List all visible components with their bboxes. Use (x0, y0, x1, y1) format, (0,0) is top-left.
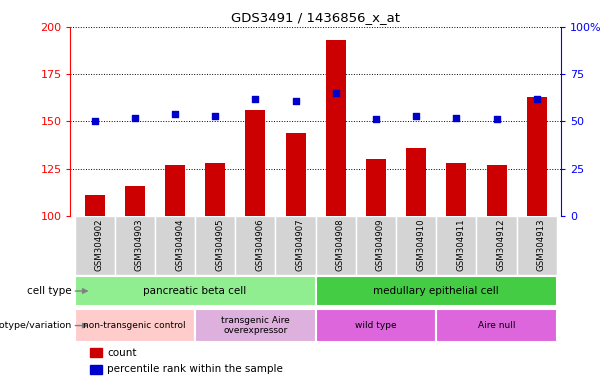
Bar (436, 216, 476, 275)
Point (452, 114, 462, 121)
Text: medullary epithelial cell: medullary epithelial cell (373, 286, 499, 296)
Bar (527, 97, 547, 216)
Text: GSM304903: GSM304903 (135, 219, 144, 271)
Point (532, 96, 542, 102)
Bar (326, 40, 346, 216)
Bar (125, 185, 145, 216)
Bar (286, 132, 306, 216)
Bar (75, 216, 115, 275)
Text: pancreatic beta cell: pancreatic beta cell (143, 286, 246, 296)
Text: GSM304912: GSM304912 (497, 219, 506, 271)
Point (130, 114, 140, 121)
Text: non-transgenic control: non-transgenic control (83, 321, 186, 330)
Point (492, 116, 501, 122)
Point (170, 111, 180, 117)
Text: genotype/variation: genotype/variation (0, 321, 71, 330)
Bar (476, 216, 517, 275)
Bar (85, 195, 105, 216)
Bar (90, 365, 102, 374)
Bar (245, 110, 265, 216)
Bar (406, 148, 426, 216)
Text: GSM304909: GSM304909 (376, 219, 385, 271)
Bar (205, 163, 225, 216)
Bar (90, 348, 102, 358)
Bar (356, 216, 396, 275)
Text: GSM304906: GSM304906 (256, 219, 264, 271)
Text: GSM304905: GSM304905 (215, 219, 224, 271)
Bar (487, 165, 506, 216)
Bar (75, 276, 316, 306)
Text: percentile rank within the sample: percentile rank within the sample (107, 364, 283, 374)
Text: GSM304911: GSM304911 (457, 219, 465, 271)
Text: GSM304913: GSM304913 (537, 219, 546, 271)
Point (251, 96, 261, 102)
Text: GSM304902: GSM304902 (94, 219, 104, 271)
Bar (517, 216, 557, 275)
Text: Aire null: Aire null (478, 321, 516, 330)
Bar (195, 309, 316, 343)
Text: GSM304904: GSM304904 (175, 219, 184, 271)
Text: GSM304908: GSM304908 (336, 219, 345, 271)
Bar (436, 309, 557, 343)
Bar (235, 216, 275, 275)
Text: GSM304910: GSM304910 (416, 219, 425, 271)
Point (89, 118, 99, 124)
Bar (165, 165, 185, 216)
Title: GDS3491 / 1436856_x_at: GDS3491 / 1436856_x_at (231, 11, 400, 24)
Text: transgenic Aire
overexpressor: transgenic Aire overexpressor (221, 316, 290, 335)
Text: count: count (107, 348, 137, 358)
Point (371, 116, 381, 122)
Bar (155, 216, 195, 275)
Bar (75, 309, 195, 343)
Bar (115, 216, 155, 275)
Bar (316, 276, 557, 306)
Bar (366, 159, 386, 216)
Point (210, 113, 220, 119)
Bar (446, 163, 466, 216)
Point (291, 98, 300, 104)
Point (331, 90, 341, 96)
Point (411, 113, 421, 119)
Bar (316, 216, 356, 275)
Bar (195, 216, 235, 275)
Text: wild type: wild type (355, 321, 397, 330)
Bar (275, 216, 316, 275)
Text: GSM304907: GSM304907 (295, 219, 305, 271)
Bar (316, 309, 436, 343)
Bar (396, 216, 436, 275)
Text: cell type: cell type (27, 286, 71, 296)
